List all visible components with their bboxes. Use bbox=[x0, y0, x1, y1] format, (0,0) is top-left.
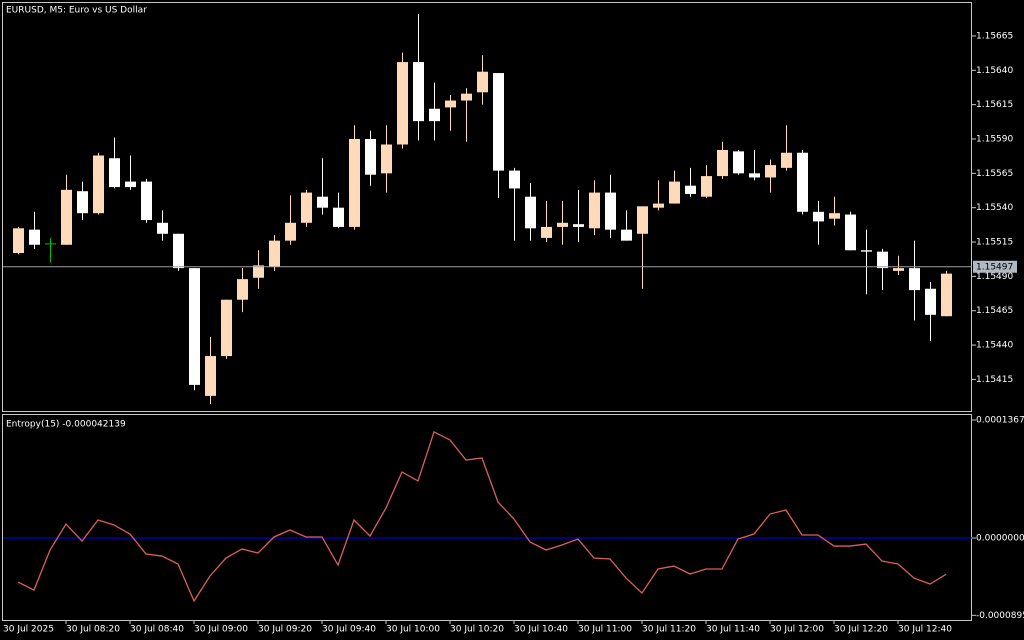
y-tick-label: 1.15665 bbox=[976, 31, 1013, 41]
indicator-title: Entropy(15) -0.000042139 bbox=[6, 420, 126, 430]
candle-body bbox=[941, 273, 952, 317]
candle-body bbox=[397, 62, 408, 145]
y-tick-label: 1.15615 bbox=[976, 100, 1013, 110]
candle-body bbox=[509, 170, 520, 189]
candle-body bbox=[813, 211, 824, 222]
candle-body bbox=[461, 93, 472, 101]
y-tick-label: 1.15565 bbox=[976, 169, 1013, 179]
candle-body bbox=[93, 155, 104, 214]
y-tick-label: 1.15540 bbox=[976, 203, 1013, 213]
x-tick-label: 30 Jul 10:20 bbox=[450, 625, 504, 635]
x-tick-label: 30 Jul 11:40 bbox=[706, 625, 760, 635]
candle-body bbox=[701, 176, 712, 197]
candle-body bbox=[205, 356, 216, 396]
candle-body bbox=[573, 224, 584, 227]
candle-body bbox=[589, 192, 600, 229]
candle-body bbox=[189, 268, 200, 385]
x-tick-label: 30 Jul 08:20 bbox=[66, 625, 120, 635]
candle-body bbox=[621, 229, 632, 241]
y-tick-label: 0.00013676 bbox=[976, 415, 1024, 425]
candle-body bbox=[749, 173, 760, 178]
chart-title: EURUSD, M5: Euro vs US Dollar bbox=[6, 6, 147, 16]
candle-body bbox=[285, 222, 296, 241]
candle-body bbox=[829, 213, 840, 219]
candle-body bbox=[733, 151, 744, 174]
x-tick-label: 30 Jul 08:40 bbox=[130, 625, 184, 635]
candle-body bbox=[877, 251, 888, 269]
candle-body bbox=[605, 192, 616, 230]
candle-body bbox=[365, 139, 376, 175]
indicator-frame bbox=[2, 414, 972, 621]
candle-body bbox=[717, 149, 728, 177]
candle-body bbox=[253, 265, 264, 278]
x-tick-label: 30 Jul 12:40 bbox=[898, 625, 952, 635]
y-tick-label: 1.15465 bbox=[976, 306, 1013, 316]
y-tick-label: 1.15590 bbox=[976, 135, 1013, 145]
y-tick-label: 1.15415 bbox=[976, 375, 1013, 385]
candle-body bbox=[893, 268, 904, 271]
candle-body bbox=[61, 189, 72, 245]
y-tick-label: 1.15440 bbox=[976, 341, 1013, 351]
candle-body bbox=[333, 207, 344, 227]
candle-body bbox=[493, 73, 504, 171]
candle-body bbox=[301, 192, 312, 223]
candle-body bbox=[909, 268, 920, 291]
candle-body bbox=[861, 250, 872, 252]
candle-body bbox=[445, 100, 456, 108]
y-tick-label: 0.00000000 bbox=[976, 534, 1024, 544]
candle-body bbox=[797, 152, 808, 212]
candle-body bbox=[413, 62, 424, 122]
x-tick-label: 30 Jul 11:20 bbox=[642, 625, 696, 635]
candle-body bbox=[125, 181, 136, 188]
candle-body bbox=[637, 206, 648, 234]
candle-body bbox=[557, 222, 568, 227]
y-tick-label: -0.00008957 bbox=[976, 611, 1024, 621]
candle-body bbox=[77, 191, 88, 214]
candle-body bbox=[381, 144, 392, 174]
x-tick-label: 30 Jul 12:20 bbox=[834, 625, 888, 635]
y-tick-label: 1.15490 bbox=[976, 272, 1013, 282]
candle-body bbox=[349, 139, 360, 227]
candle-body bbox=[317, 196, 328, 208]
candle-body bbox=[13, 228, 24, 254]
main-frame bbox=[2, 2, 972, 412]
last-price-label: 1.15497 bbox=[976, 262, 1013, 272]
candle-body bbox=[29, 229, 40, 245]
candle-body bbox=[925, 288, 936, 315]
x-tick-label: 30 Jul 09:20 bbox=[258, 625, 312, 635]
candle-body bbox=[237, 279, 248, 300]
candle-body bbox=[541, 226, 552, 238]
candle-body bbox=[765, 165, 776, 178]
x-tick-label: 30 Jul 10:00 bbox=[386, 625, 440, 635]
x-tick-label: 30 Jul 11:00 bbox=[578, 625, 632, 635]
candle-body bbox=[141, 181, 152, 221]
candle-body bbox=[429, 108, 440, 122]
candle-body bbox=[653, 203, 664, 208]
x-tick-label: 30 Jul 12:00 bbox=[770, 625, 824, 635]
candle-body bbox=[845, 214, 856, 251]
candle-body bbox=[525, 196, 536, 229]
candle-body bbox=[157, 222, 168, 234]
candle-body bbox=[781, 152, 792, 168]
candle-body bbox=[109, 158, 120, 188]
candle-body bbox=[685, 185, 696, 194]
candle-body bbox=[669, 181, 680, 204]
x-tick-label: 30 Jul 09:00 bbox=[194, 625, 248, 635]
indicator-line bbox=[17, 431, 947, 603]
candle-body bbox=[221, 299, 232, 357]
candle-body bbox=[173, 233, 184, 269]
candle-body bbox=[477, 71, 488, 93]
x-tick-label: 30 Jul 10:40 bbox=[514, 625, 568, 635]
last-price-box bbox=[973, 260, 1017, 273]
date-label: 30 Jul 2025 bbox=[3, 625, 54, 635]
candle-body bbox=[269, 240, 280, 267]
x-tick-label: 30 Jul 09:40 bbox=[322, 625, 376, 635]
y-tick-label: 1.15515 bbox=[976, 238, 1013, 248]
y-tick-label: 1.15640 bbox=[976, 66, 1013, 76]
